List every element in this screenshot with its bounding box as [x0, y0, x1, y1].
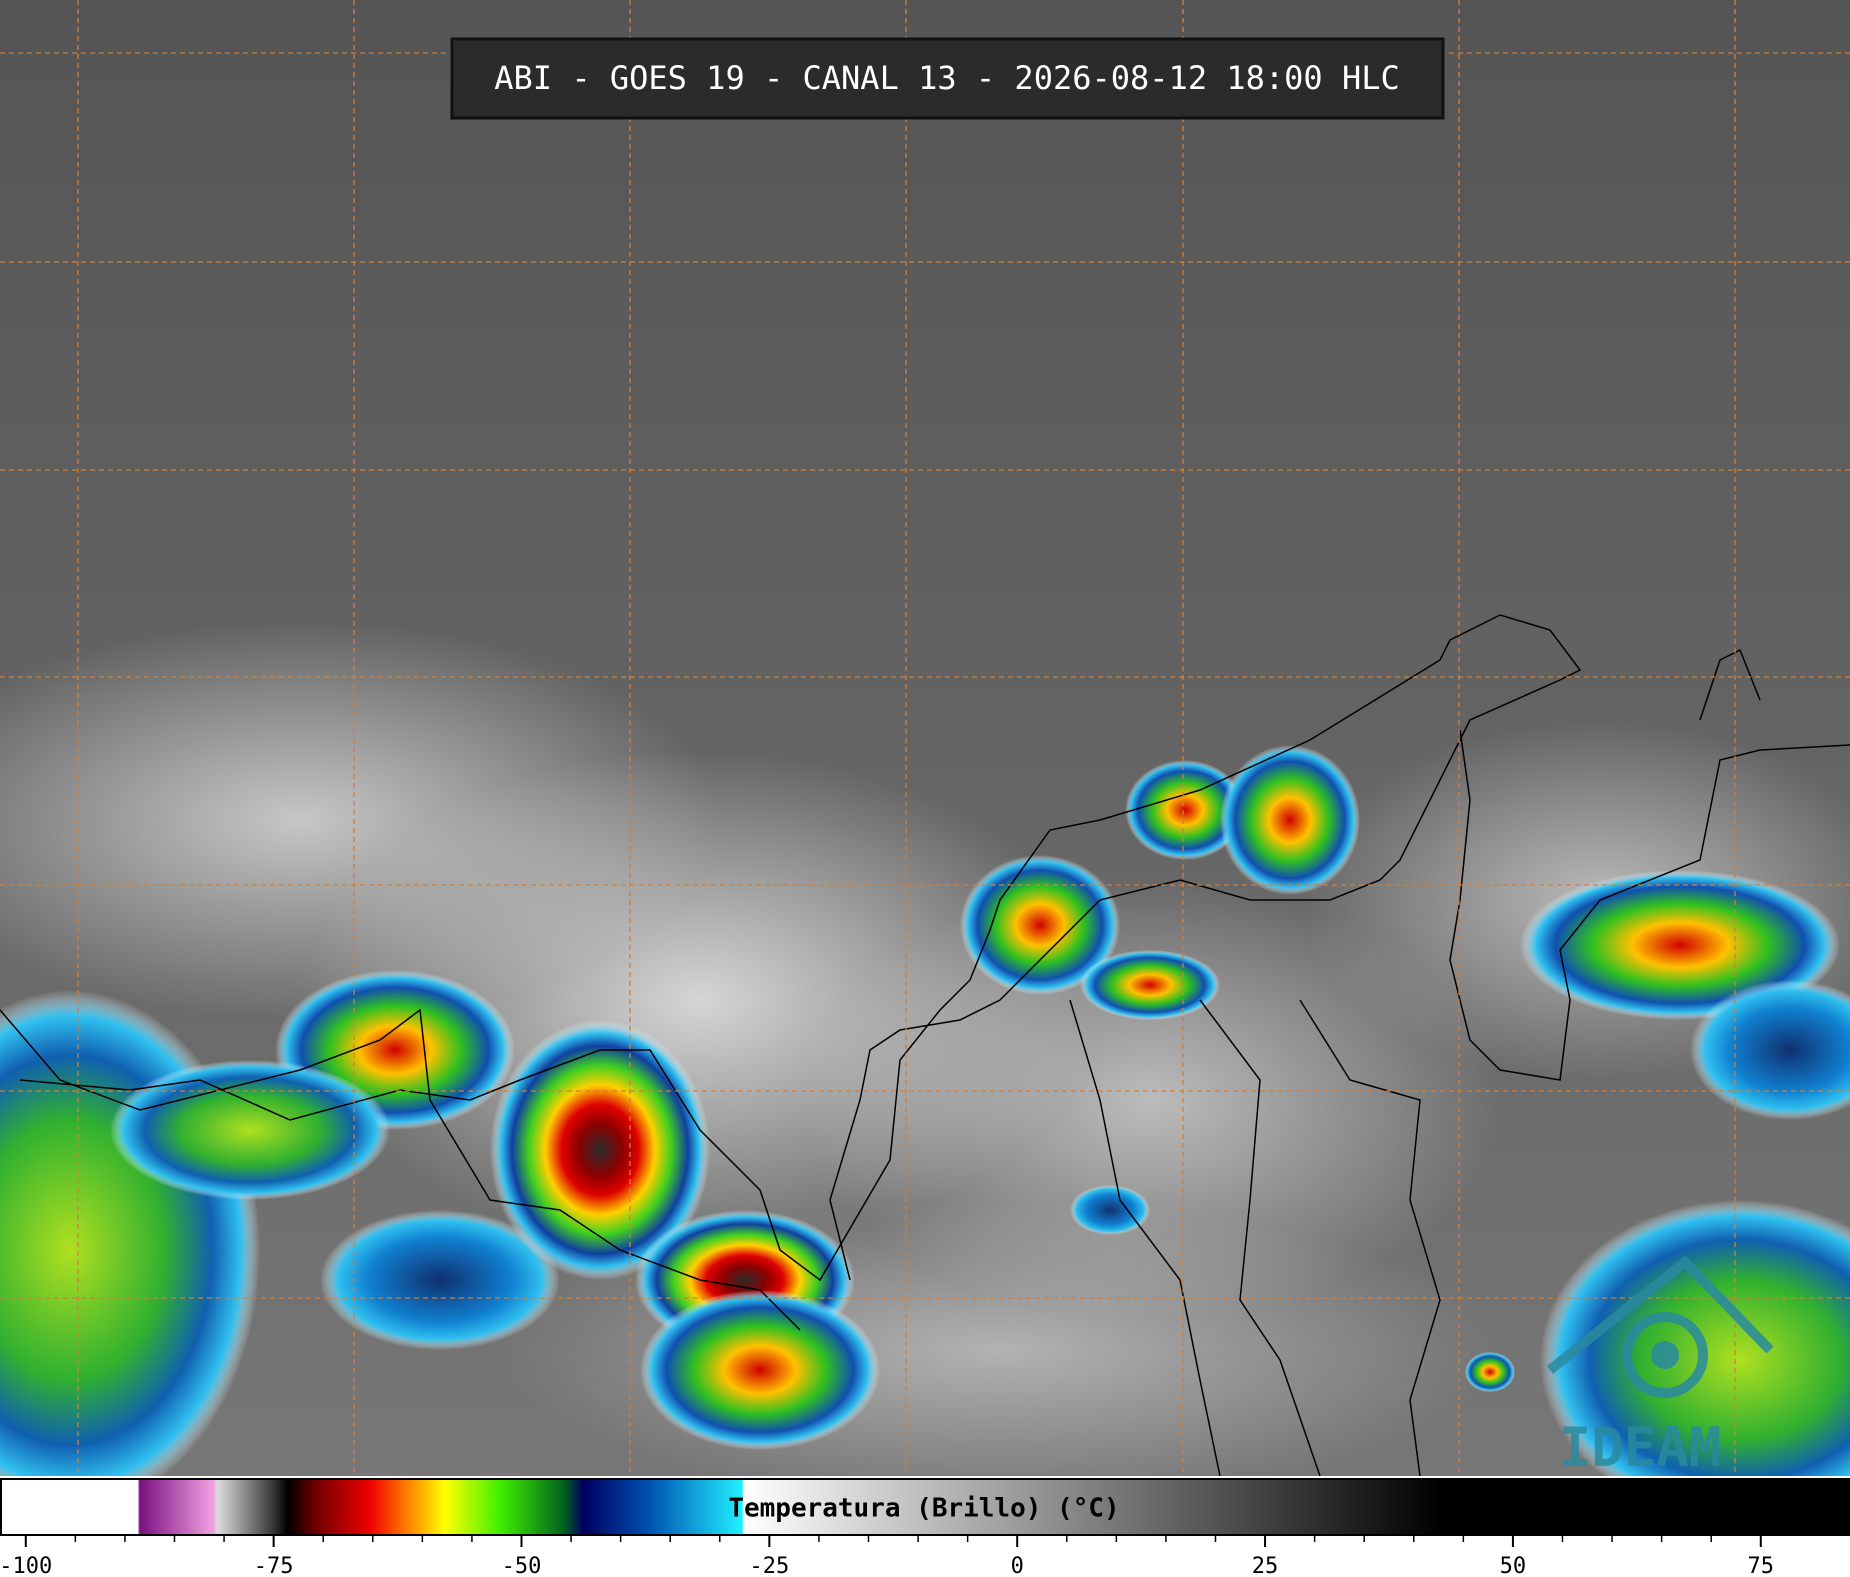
tick-label: 75: [1748, 1554, 1775, 1577]
tick-label: 0: [1011, 1554, 1024, 1577]
tick-label: -100: [0, 1554, 52, 1577]
tick-label: 25: [1252, 1554, 1279, 1577]
tick-label: -50: [502, 1554, 542, 1577]
clouds: [0, 620, 1850, 1520]
colorbar: [0, 1478, 1850, 1536]
logo: IDEAM: [1546, 1255, 1774, 1479]
title: ABI - GOES 19 - CANAL 13 - 2026-08-12 18…: [494, 59, 1399, 97]
title-box: [450, 37, 1445, 120]
tick-label: -75: [254, 1554, 294, 1577]
logo-text: IDEAM: [1559, 1416, 1722, 1479]
graticule: [0, 0, 1850, 1476]
tick-label: -25: [749, 1554, 789, 1577]
colorbar-label: Temperatura (Brillo) (°C): [728, 1494, 1119, 1524]
coastlines: [0, 614, 1850, 1477]
colorbar-ticks: -100 -75 -50 -25 0 25 50 75: [0, 1535, 1774, 1577]
tick-label: 50: [1500, 1554, 1527, 1577]
